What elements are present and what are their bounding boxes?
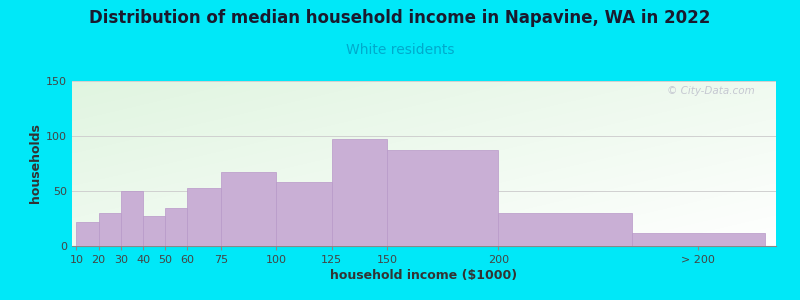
Bar	[632, 233, 765, 246]
Text: Distribution of median household income in Napavine, WA in 2022: Distribution of median household income …	[90, 9, 710, 27]
Bar	[98, 213, 121, 246]
Bar	[166, 208, 187, 246]
Bar	[187, 188, 221, 246]
Text: White residents: White residents	[346, 44, 454, 58]
Bar	[121, 191, 143, 246]
Bar	[143, 216, 166, 246]
Bar	[498, 213, 632, 246]
Bar	[221, 172, 276, 246]
Bar	[276, 182, 332, 246]
Bar	[332, 139, 387, 246]
Text: © City-Data.com: © City-Data.com	[667, 86, 755, 96]
Bar	[77, 222, 98, 246]
Bar	[387, 150, 498, 246]
Y-axis label: households: households	[29, 124, 42, 203]
X-axis label: household income ($1000): household income ($1000)	[330, 269, 518, 282]
